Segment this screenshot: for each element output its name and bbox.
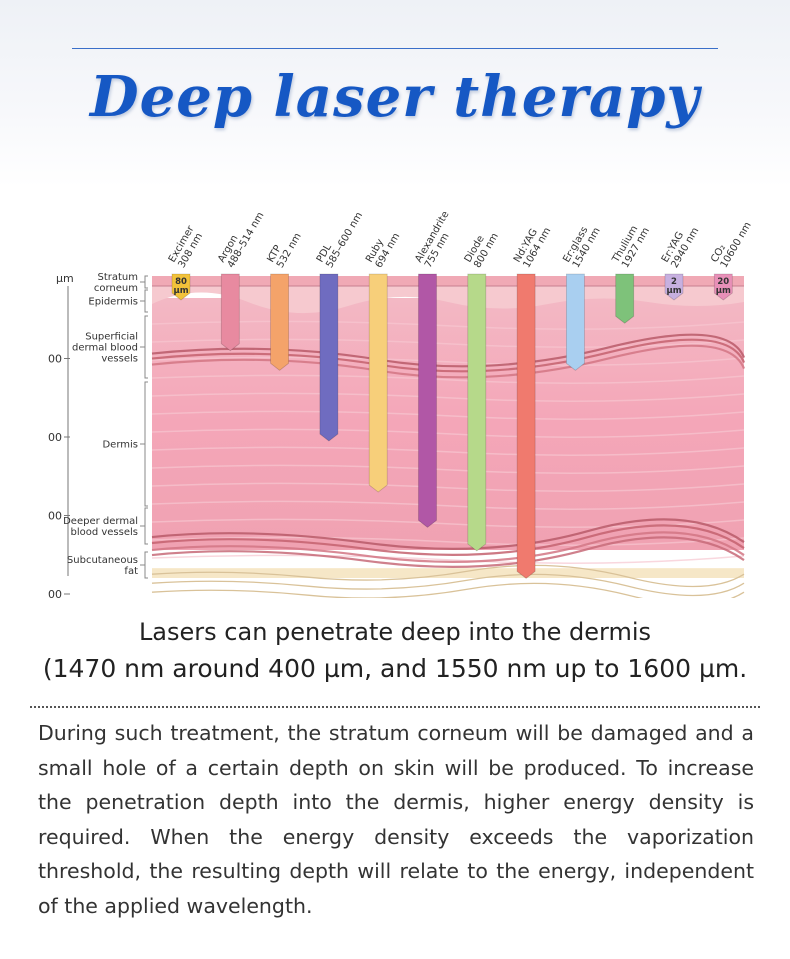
layer-label: corneum <box>94 283 138 294</box>
dermis-texture-line <box>151 356 745 366</box>
epidermis-layer <box>152 284 744 314</box>
layer-label: blood vessels <box>70 527 138 538</box>
dermis-texture-line <box>151 536 745 546</box>
laser-bar <box>467 273 487 552</box>
dermis-texture-line <box>151 500 745 510</box>
title-banner: Deep laser therapy <box>0 0 790 187</box>
laser-bar <box>220 273 240 352</box>
dermis-texture-line <box>151 464 745 474</box>
body-paragraph: During such treatment, the stratum corne… <box>38 721 754 918</box>
dermis-texture-line <box>151 482 745 492</box>
laser-depth-badge: µm <box>716 286 731 296</box>
laser-wavelength: 585–600 nm <box>324 210 365 270</box>
laser-bar <box>664 273 684 301</box>
stratum-corneum-layer <box>152 276 744 286</box>
deeper-vessel <box>151 518 745 550</box>
dermis-texture-line <box>151 428 745 438</box>
depth-unit-label: µm <box>56 272 74 285</box>
layer-label: Stratum <box>97 272 138 283</box>
dermis-texture-line <box>151 320 745 330</box>
laser-depth-badge: 80 <box>175 277 187 287</box>
laser-bar <box>418 273 437 528</box>
layer-label: fat <box>124 566 138 577</box>
dotted-divider <box>30 706 760 708</box>
layer-label: Dermis <box>102 440 138 451</box>
layer-label: vessels <box>101 354 138 365</box>
laser-bar <box>319 273 339 442</box>
deeper-vessel <box>151 531 745 563</box>
depth-tick-label: 4000 <box>48 588 62 598</box>
laser-wavelength: 10600 nm <box>719 220 754 270</box>
dermis-texture-line <box>151 410 745 420</box>
laser-depth-badge: 20 <box>717 277 729 287</box>
headline-line-2: (1470 nm around 400 µm, and 1550 nm up t… <box>42 654 748 683</box>
dermis-texture-line <box>151 446 745 456</box>
subcutaneous-fat-layer <box>152 568 744 578</box>
dermis-texture-line <box>151 554 745 564</box>
fat-line <box>151 582 745 598</box>
layer-bracket <box>144 289 148 313</box>
deeper-vessel <box>151 536 745 568</box>
layer-bracket <box>144 381 148 507</box>
laser-depth-badge: µm <box>666 286 681 296</box>
layer-label: dermal blood <box>72 343 138 354</box>
laser-bar <box>368 273 388 493</box>
layer-label: Epidermis <box>88 297 138 308</box>
laser-bar <box>516 273 536 579</box>
depth-tick-label: 2000 <box>48 431 62 444</box>
dermis-texture-line <box>151 392 745 402</box>
laser-bar <box>566 273 585 371</box>
layer-bracket <box>144 315 148 379</box>
layer-label: Superficial <box>85 332 138 343</box>
page-title: Deep laser therapy <box>90 64 700 130</box>
layer-label: Deeper dermal <box>63 516 138 527</box>
dermis-layer <box>152 298 744 550</box>
fat-line <box>151 564 745 588</box>
layer-bracket <box>144 275 148 289</box>
laser-bar <box>171 273 191 301</box>
laser-bar <box>270 273 289 371</box>
laser-bar <box>713 273 733 301</box>
layer-bracket <box>144 551 148 579</box>
fat-line <box>151 573 745 597</box>
deeper-vessel <box>151 524 745 556</box>
laser-bar <box>615 273 635 324</box>
dermis-texture-line <box>151 374 745 384</box>
dermis-texture-line <box>151 338 745 348</box>
depth-tick-label: 1000 <box>48 353 62 366</box>
laser-depth-badge: 2 <box>671 277 677 287</box>
depth-tick-label: 3000 <box>48 510 62 523</box>
headline-line-1: Lasers can penetrate deep into the dermi… <box>138 618 652 646</box>
layer-label: Subcutaneous <box>67 555 138 566</box>
banner-top-rule <box>72 48 718 49</box>
layer-bracket <box>144 507 148 545</box>
laser-depth-badge: µm <box>173 286 188 296</box>
